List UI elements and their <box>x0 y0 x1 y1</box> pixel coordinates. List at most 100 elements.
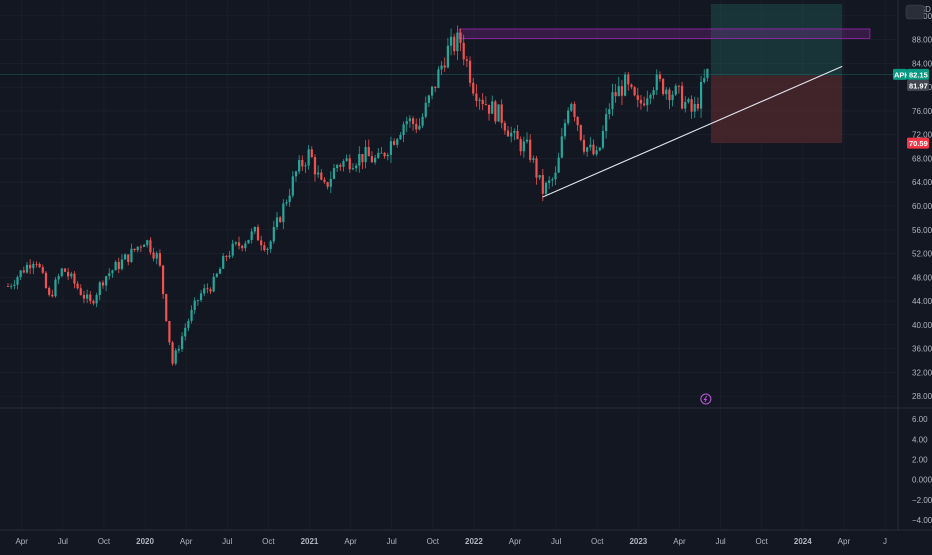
candle-body <box>484 104 487 105</box>
candle-body <box>32 263 35 269</box>
candle-body <box>218 268 222 274</box>
price-tick-label: 84.00 <box>912 59 932 68</box>
candle-body <box>298 159 301 172</box>
candle-body <box>142 244 146 248</box>
candle-body <box>101 282 105 286</box>
candle-body <box>456 32 459 52</box>
candle-body <box>538 175 541 178</box>
candle-body <box>396 139 399 145</box>
candle-body <box>364 147 367 163</box>
candle-body <box>405 121 408 125</box>
candle-body <box>336 164 339 169</box>
candle-body <box>146 240 149 245</box>
price-tick-label: 88.00 <box>912 36 932 45</box>
candle-body <box>399 134 402 140</box>
candle-body <box>317 172 320 175</box>
candle-body <box>386 154 389 157</box>
candle-body <box>601 130 605 148</box>
candle-body <box>339 164 342 167</box>
candle-body <box>427 95 431 103</box>
candle-body <box>551 179 554 181</box>
candle-body <box>560 136 563 158</box>
stop-loss-zone[interactable] <box>710 75 843 144</box>
grid-lines <box>0 0 897 530</box>
oscillator-tick-label: 6.00 <box>912 415 928 424</box>
candle-body <box>199 293 203 301</box>
candle-body <box>260 240 263 246</box>
candle-body <box>38 264 41 268</box>
candle-body <box>285 202 288 204</box>
candle-body <box>532 158 535 160</box>
candle-body <box>82 294 86 299</box>
candle-body <box>215 273 218 277</box>
time-tick-label: 2021 <box>301 537 319 546</box>
candle-body <box>690 99 693 112</box>
candle-body <box>225 256 228 257</box>
candle-body <box>415 123 418 130</box>
candle-body <box>506 130 510 137</box>
candle-body <box>139 246 143 248</box>
candle-body <box>367 147 370 157</box>
trendline-layer[interactable] <box>542 65 843 198</box>
price-tick-label: 64.00 <box>912 178 932 187</box>
candle-body <box>611 92 614 110</box>
candle-body <box>244 243 247 249</box>
candle-body <box>554 172 557 180</box>
candle-body <box>73 273 76 284</box>
profit-target-zone[interactable] <box>710 4 843 76</box>
candle-body <box>608 109 611 115</box>
candle-body <box>449 36 453 46</box>
scale-toggle-button[interactable] <box>905 4 925 20</box>
candle-body <box>48 287 51 295</box>
candle-body <box>174 350 177 364</box>
candle-body <box>491 101 494 114</box>
candle-body <box>304 165 307 167</box>
candle-body <box>592 144 595 155</box>
candle-body <box>25 264 29 273</box>
candle-body <box>380 152 383 154</box>
candle-body <box>29 264 32 269</box>
candle-body <box>421 116 424 126</box>
candle-body <box>22 270 25 273</box>
candle-body <box>155 253 158 259</box>
candle-body <box>696 103 700 109</box>
drawings-layer[interactable] <box>0 4 897 144</box>
candle-body <box>576 117 579 126</box>
price-tick-label: 28.00 <box>912 392 932 401</box>
candle-body <box>165 294 168 321</box>
candle-body <box>361 154 364 163</box>
candle-body <box>389 141 393 155</box>
support-trendline[interactable] <box>542 65 843 198</box>
time-tick-label: Jul <box>58 537 68 546</box>
candle-body <box>228 255 231 257</box>
candle-body <box>652 90 655 96</box>
price-tick-label: 36.00 <box>912 345 932 354</box>
oscillator-tick-label: −4.00 <box>912 516 932 525</box>
candle-body <box>703 78 706 82</box>
candle-body <box>494 101 497 122</box>
candle-body <box>541 175 544 194</box>
candle-body <box>196 300 199 301</box>
candle-body <box>567 110 570 124</box>
candle-body <box>291 176 294 196</box>
candle-body <box>468 60 472 83</box>
candle-body <box>481 99 484 105</box>
candle-body <box>54 279 57 297</box>
candle-body <box>462 42 465 60</box>
entry-price-badge <box>907 79 929 91</box>
candle-body <box>212 276 215 292</box>
candle-body <box>127 254 130 262</box>
candle-body <box>6 286 10 288</box>
resistance-zone[interactable] <box>458 28 871 39</box>
candle-body <box>57 276 60 280</box>
stop-price-badge-text: 70.59 <box>909 139 928 148</box>
candle-body <box>342 161 345 167</box>
candle-body <box>598 147 601 151</box>
lightning-event-icon[interactable] <box>700 393 712 405</box>
candle-body <box>89 294 92 302</box>
candle-body <box>256 227 260 241</box>
candle-body <box>661 78 665 95</box>
candle-body <box>627 74 630 85</box>
